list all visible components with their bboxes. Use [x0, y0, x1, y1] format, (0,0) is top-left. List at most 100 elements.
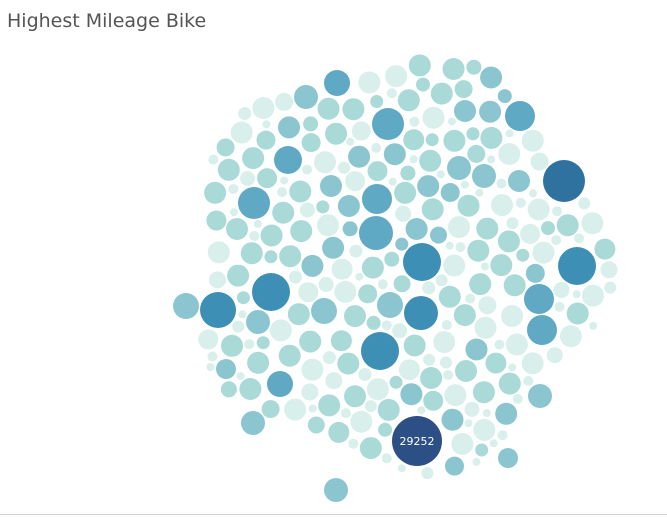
bubble[interactable]	[397, 464, 406, 473]
bubble[interactable]	[395, 205, 412, 222]
bubble[interactable]	[267, 371, 293, 397]
bubble[interactable]	[467, 144, 486, 163]
bubble[interactable]	[393, 275, 411, 293]
bubble[interactable]	[344, 305, 366, 328]
bubble[interactable]	[209, 271, 226, 289]
bubble[interactable]	[244, 339, 255, 350]
bubble[interactable]	[466, 59, 482, 75]
bubble[interactable]	[498, 372, 521, 395]
bubble[interactable]	[443, 129, 466, 152]
bubble[interactable]	[530, 152, 549, 171]
bubble[interactable]	[455, 360, 477, 382]
bubble[interactable]	[342, 98, 365, 121]
bubble[interactable]	[394, 181, 417, 204]
bubble[interactable]	[274, 146, 302, 174]
bubble[interactable]	[546, 347, 563, 364]
bubble[interactable]	[372, 108, 404, 140]
bubble[interactable]	[316, 200, 330, 214]
bubble[interactable]	[324, 70, 350, 96]
bubble[interactable]	[589, 321, 598, 330]
bubble[interactable]	[467, 239, 490, 262]
bubble[interactable]	[301, 133, 321, 153]
bubble[interactable]	[475, 443, 489, 457]
bubble[interactable]	[420, 367, 443, 389]
bubble[interactable]	[476, 217, 499, 240]
bubble[interactable]	[417, 406, 426, 415]
bubble[interactable]	[506, 217, 519, 230]
bubble[interactable]	[287, 303, 310, 326]
bubble[interactable]	[216, 138, 235, 157]
bubble[interactable]	[348, 438, 359, 449]
bubble[interactable]	[378, 422, 393, 437]
bubble[interactable]	[469, 273, 492, 296]
bubble[interactable]	[524, 284, 554, 314]
bubble[interactable]	[317, 97, 340, 120]
bubble[interactable]	[371, 142, 382, 153]
bubble[interactable]	[262, 120, 271, 129]
bubble[interactable]	[527, 315, 557, 345]
bubble[interactable]	[359, 437, 382, 460]
bubble[interactable]	[240, 242, 263, 265]
bubble[interactable]	[253, 220, 262, 228]
bubble[interactable]	[421, 198, 444, 221]
bubble[interactable]	[294, 85, 318, 109]
bubble[interactable]	[381, 320, 392, 331]
bubble[interactable]	[318, 394, 341, 417]
bubble[interactable]	[600, 261, 618, 279]
bubble[interactable]	[528, 384, 552, 408]
bubble[interactable]	[269, 319, 292, 342]
bubble[interactable]	[366, 378, 389, 401]
bubble[interactable]	[334, 280, 357, 303]
bubble[interactable]	[423, 353, 436, 366]
bubble[interactable]	[395, 237, 409, 251]
bubble[interactable]	[481, 262, 489, 271]
bubble[interactable]	[604, 281, 617, 294]
bubble[interactable]	[409, 116, 420, 127]
bubble[interactable]	[416, 77, 430, 92]
bubble[interactable]	[238, 187, 270, 219]
bubble[interactable]	[252, 273, 290, 311]
bubble[interactable]	[490, 254, 513, 277]
bubble[interactable]	[247, 351, 270, 374]
bubble[interactable]	[229, 208, 238, 217]
bubble[interactable]	[370, 95, 384, 108]
bubble[interactable]	[398, 359, 420, 381]
bubble[interactable]	[317, 214, 339, 237]
bubble[interactable]	[556, 214, 579, 237]
bubble[interactable]	[279, 245, 302, 268]
bubble[interactable]	[238, 107, 252, 120]
bubble[interactable]	[442, 58, 465, 80]
bubble[interactable]	[228, 184, 239, 194]
bubble[interactable]	[532, 241, 555, 264]
bubble[interactable]	[338, 161, 350, 174]
bubble[interactable]	[264, 250, 278, 264]
bubble[interactable]	[272, 201, 295, 224]
bubble[interactable]	[307, 416, 325, 434]
bubble[interactable]	[239, 378, 262, 400]
bubble[interactable]	[277, 187, 288, 198]
bubble[interactable]	[358, 71, 381, 94]
bubble[interactable]	[445, 241, 454, 250]
bubble[interactable]	[377, 292, 403, 318]
bubble[interactable]	[430, 226, 447, 244]
bubble[interactable]	[525, 263, 545, 283]
bubble[interactable]	[216, 359, 236, 379]
bubble[interactable]	[389, 375, 403, 389]
bubble[interactable]	[392, 323, 408, 339]
bubble[interactable]	[278, 344, 301, 367]
bubble[interactable]	[505, 101, 535, 131]
bubble[interactable]	[403, 129, 425, 151]
bubble[interactable]	[441, 319, 452, 330]
bubble[interactable]	[337, 352, 360, 375]
bubble[interactable]	[348, 145, 371, 168]
bubble[interactable]	[425, 133, 439, 147]
bubble[interactable]	[301, 358, 324, 381]
bubble[interactable]	[400, 383, 423, 406]
bubble[interactable]	[242, 147, 265, 170]
bubble[interactable]	[289, 180, 312, 203]
bubble[interactable]	[505, 129, 514, 138]
bubble[interactable]	[543, 160, 585, 202]
bubble[interactable]	[460, 180, 469, 189]
bubble[interactable]	[497, 89, 512, 104]
bubble[interactable]	[508, 170, 530, 192]
